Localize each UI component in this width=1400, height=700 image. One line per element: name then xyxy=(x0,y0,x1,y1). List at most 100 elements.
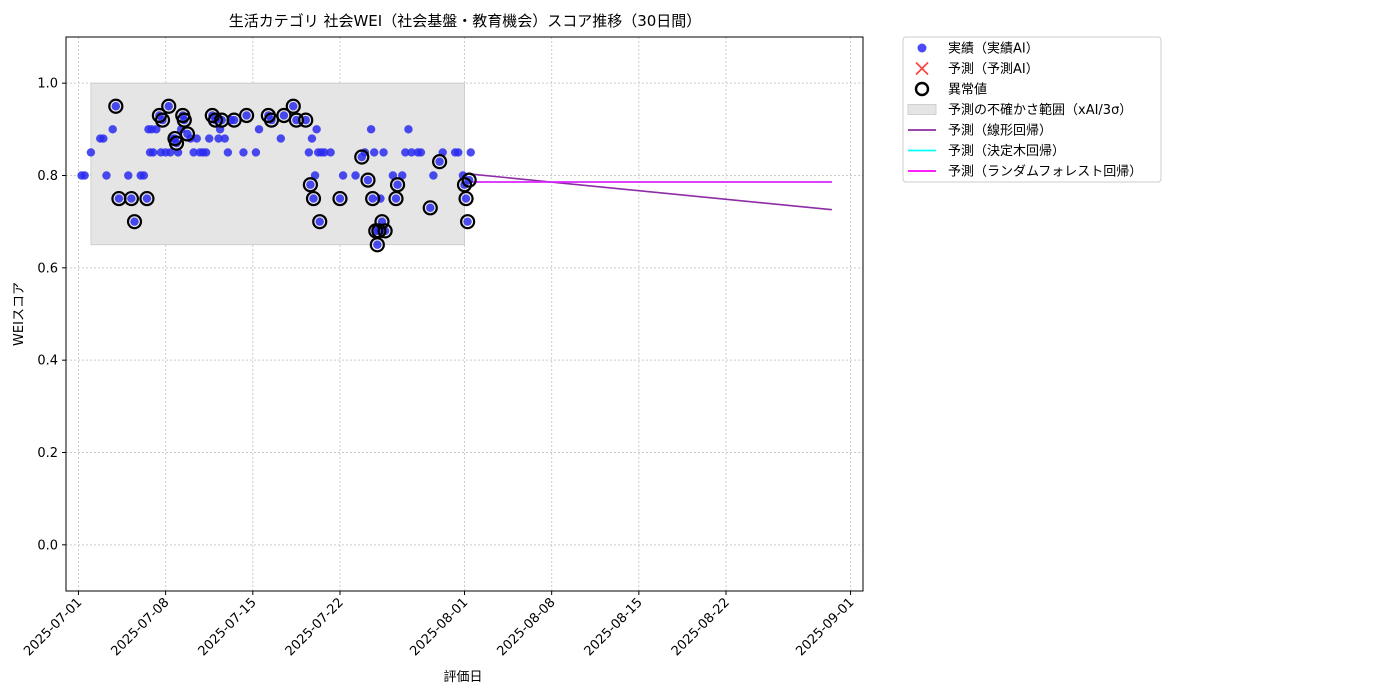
actual-point xyxy=(251,148,261,157)
anomaly-marker xyxy=(354,149,370,165)
anomaly-marker xyxy=(422,200,438,216)
anomaly-marker xyxy=(461,172,477,188)
y-tick-label: 0.4 xyxy=(37,354,58,369)
actual-point xyxy=(454,148,463,157)
actual-points-layer xyxy=(77,102,475,249)
anomaly-marker xyxy=(298,112,314,128)
anomaly-marker xyxy=(176,112,192,128)
chart-title: 生活カテゴリ 社会WEI（社会基盤・教育機会）スコア推移（30日間） xyxy=(229,12,702,30)
legend-label: 異常値 xyxy=(948,82,987,98)
actual-point xyxy=(391,194,401,203)
actual-point xyxy=(366,125,376,134)
actual-point xyxy=(86,148,96,157)
anomaly-marker xyxy=(305,190,322,207)
actual-point xyxy=(223,148,233,157)
actual-point xyxy=(363,175,373,185)
y-tick-label: 0.6 xyxy=(37,261,58,276)
actual-point xyxy=(229,115,239,125)
actual-point xyxy=(461,194,471,203)
actual-point xyxy=(315,217,324,226)
actual-point xyxy=(279,111,289,120)
legend-label: 予測（線形回帰） xyxy=(948,123,1052,139)
actual-point xyxy=(289,102,298,111)
x-axis-ticks: 2025-07-01 2025-07-08 2025-07-15 2025-07-22… xyxy=(21,591,857,659)
actual-point xyxy=(164,102,173,111)
actual-point xyxy=(130,217,139,226)
actual-point xyxy=(142,194,152,203)
anomaly-marker xyxy=(374,214,390,230)
actual-point xyxy=(307,134,317,143)
uncertainty-band xyxy=(90,82,465,246)
legend-swatch-band xyxy=(907,104,937,115)
anomaly-marker xyxy=(371,223,387,239)
actual-point xyxy=(80,171,89,180)
actual-point xyxy=(320,148,329,157)
actual-point xyxy=(220,134,229,143)
actual-point xyxy=(114,194,124,203)
legend-label: 実績（実績AI） xyxy=(948,41,1039,57)
anomaly-marker xyxy=(458,190,474,207)
anomaly-marker xyxy=(389,177,406,193)
actual-point xyxy=(426,203,435,213)
actual-point xyxy=(214,134,223,143)
actual-point xyxy=(416,148,426,157)
x-tick-label: 2025-08-15 xyxy=(582,595,646,659)
x-tick-label: 2025-07-08 xyxy=(108,595,172,659)
y-tick-label: 0.8 xyxy=(37,169,58,184)
anomaly-rings-layer xyxy=(108,98,477,253)
actual-point xyxy=(407,148,416,157)
actual-point xyxy=(166,148,175,157)
actual-point xyxy=(351,171,360,180)
actual-point xyxy=(338,171,348,180)
x-tick-label: 2025-09-01 xyxy=(793,595,857,659)
anomaly-marker xyxy=(360,172,376,188)
actual-point xyxy=(205,134,214,143)
x-tick-label: 2025-08-22 xyxy=(669,595,733,659)
actual-point xyxy=(326,148,335,157)
actual-point xyxy=(99,134,108,143)
anomaly-marker xyxy=(123,190,139,207)
legend-label: 予測（ランダムフォレスト回帰） xyxy=(948,164,1142,180)
anomaly-marker xyxy=(332,190,348,207)
x-tick-label: 2025-08-01 xyxy=(407,595,471,659)
anomaly-marker xyxy=(161,98,177,114)
actual-point xyxy=(466,148,475,157)
anomaly-marker xyxy=(431,154,448,170)
actual-point xyxy=(435,157,444,166)
actual-point xyxy=(304,148,314,157)
x-tick-label: 2025-07-22 xyxy=(283,595,347,659)
anomaly-marker xyxy=(238,107,255,124)
anomaly-marker xyxy=(108,98,124,114)
y-tick-label: 0.0 xyxy=(37,538,58,553)
x-tick-label: 2025-08-08 xyxy=(494,595,558,659)
actual-point xyxy=(127,194,136,203)
actual-point xyxy=(401,148,410,157)
legend-label: 予測の不確かさ範囲（xAI/3σ） xyxy=(948,102,1132,118)
anomaly-marker xyxy=(365,190,381,207)
actual-point xyxy=(335,194,345,203)
anomaly-marker xyxy=(126,214,143,230)
x-axis-label: 評価日 xyxy=(443,670,482,685)
anomaly-marker xyxy=(460,214,476,230)
actual-point xyxy=(201,148,211,157)
actual-point xyxy=(379,148,388,157)
actual-point xyxy=(108,125,117,134)
actual-point xyxy=(242,111,251,120)
actual-point xyxy=(254,125,264,134)
anomaly-marker xyxy=(179,126,196,142)
anomaly-marker xyxy=(377,223,393,239)
forecast-lines-layer xyxy=(470,173,832,211)
actual-point xyxy=(309,194,318,203)
forecast-line xyxy=(470,173,832,211)
legend-label: 予測（決定木回帰） xyxy=(948,143,1065,159)
legend-label: 予測（予測AI） xyxy=(948,62,1039,77)
x-tick-label: 2025-07-01 xyxy=(21,595,85,659)
anomaly-marker xyxy=(168,135,185,151)
actual-point xyxy=(276,134,286,143)
actual-point xyxy=(370,148,379,157)
actual-point xyxy=(192,134,201,143)
anomaly-marker xyxy=(288,112,304,128)
